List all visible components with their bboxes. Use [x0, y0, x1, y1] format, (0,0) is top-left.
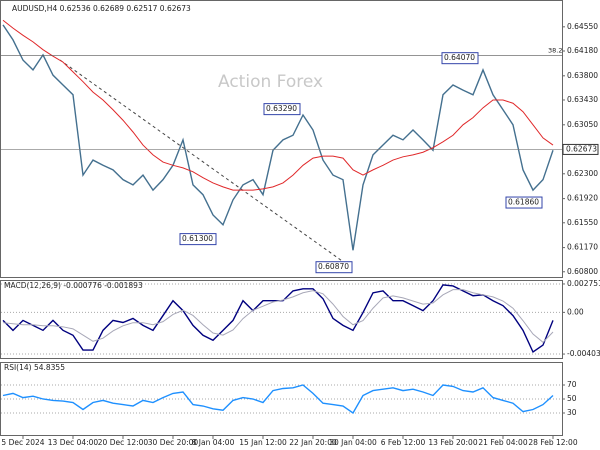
series-line — [2, 384, 554, 415]
x-tick-label: 15 Jan 12:00 — [239, 438, 287, 447]
y-tick-label: 0.64180 — [567, 46, 598, 55]
rsi-title: RSI(14) 54.8355 — [4, 363, 65, 372]
y-tick-label: 0.63050 — [567, 120, 598, 129]
series-line — [2, 289, 554, 343]
x-tick-label: 13 Feb 20:00 — [428, 438, 477, 447]
x-tick-label: 13 Dec 04:00 — [48, 438, 99, 447]
annotation-box — [441, 52, 479, 65]
macd-title: MACD(12,26,9) -0.000776 -0.001893 — [4, 281, 143, 290]
price-panel — [0, 0, 563, 278]
y-tick-label: 0.00 — [567, 307, 584, 316]
fib-label: 38.2 — [548, 47, 562, 55]
annotation-box — [505, 196, 543, 209]
x-tick-label: 28 Feb 12:00 — [528, 438, 577, 447]
y-tick-label: 0.63800 — [567, 71, 598, 80]
y-tick-label: 50 — [567, 394, 577, 403]
watermark: Action Forex — [218, 72, 323, 92]
y-tick-label: 0.62300 — [567, 169, 598, 178]
series-line — [2, 284, 554, 354]
y-tick-label: 0.002751 — [567, 279, 600, 288]
y-tick-label: 70 — [567, 380, 577, 389]
series-line — [2, 19, 554, 191]
annotation-box — [179, 233, 217, 246]
annotation-label: 0.61300 — [182, 234, 213, 243]
y-tick-label: 0.64550 — [567, 22, 598, 31]
x-tick-label: 30 Jan 04:00 — [329, 438, 377, 447]
macd-panel — [0, 280, 563, 359]
x-tick-label: 20 Dec 12:00 — [98, 438, 149, 447]
y-tick-label: 0.61920 — [567, 194, 598, 203]
price-box — [562, 143, 599, 155]
x-tick-label: 30 Dec 20:00 — [148, 438, 199, 447]
y-tick-label: 30 — [567, 408, 577, 417]
annotation-box — [315, 261, 353, 274]
annotation-label: 0.61860 — [508, 198, 539, 207]
y-tick-label: 0.61170 — [567, 243, 598, 252]
price-label: 0.62673 — [566, 144, 597, 153]
x-tick-label: 22 Jan 20:00 — [289, 438, 337, 447]
y-tick-label: -0.004038 — [567, 349, 600, 358]
x-tick-label: 8 Jan 04:00 — [192, 438, 235, 447]
x-tick-label: 21 Feb 04:00 — [478, 438, 527, 447]
chart-title: AUDUSD,H4 0.62536 0.62689 0.62517 0.6267… — [12, 4, 191, 13]
y-tick-label: 0.63430 — [567, 95, 598, 104]
annotation-label: 0.63290 — [266, 104, 297, 113]
x-tick-label: 5 Dec 2024 — [1, 438, 44, 447]
x-tick-label: 6 Feb 12:00 — [381, 438, 426, 447]
series-line — [2, 24, 554, 251]
annotation-label: 0.64070 — [444, 53, 475, 62]
annotation-label: 0.60870 — [318, 262, 349, 271]
y-tick-label: 0.60800 — [567, 267, 598, 276]
y-tick-label: 0.61550 — [567, 218, 598, 227]
annotation-box — [263, 103, 301, 116]
